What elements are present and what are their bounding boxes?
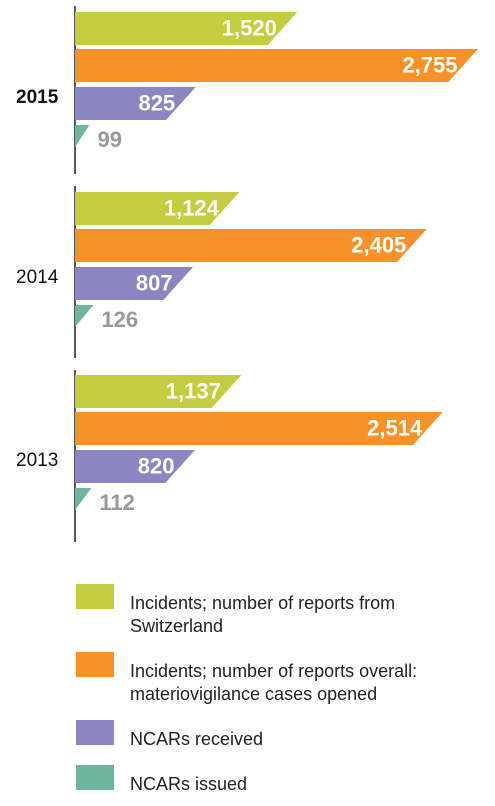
legend-swatch [76,720,114,745]
bar [75,375,242,408]
category-label: 2014 [16,267,59,288]
bar [75,267,194,300]
bar [75,305,94,327]
value-label: 2,405 [351,232,406,257]
value-label: 1,520 [222,15,277,40]
category-label: 2015 [16,87,59,108]
bar [75,229,427,262]
value-label: 2,514 [367,415,423,440]
legend-label: NCARs issued [130,774,248,794]
value-label: 112 [99,490,135,515]
legend-item: Incidents; number of reports overall: ma… [76,648,486,706]
category-label: 2013 [16,450,58,471]
chart: 2015 1,520 2,755 825 99 2014 1,124 2,405 807 126 2… [16,6,478,542]
legend-item: Incidents; number of reports from Switze… [76,580,486,638]
value-label: 825 [138,90,175,115]
legend-label: Incidents; number of reports overall: ma… [130,661,418,704]
value-label: 1,124 [164,195,220,220]
bar [75,87,196,120]
value-label: 1,137 [166,378,221,403]
legend-label: Incidents; number of reports from Switze… [130,593,396,636]
bar [75,12,298,45]
legend-label: NCARs received [130,729,264,749]
legend-swatch [76,584,114,609]
legend-swatch [76,652,114,677]
legend-item: NCARs issued [76,761,486,796]
bar [75,488,92,510]
bar [75,125,90,147]
value-label: 99 [97,127,121,152]
legend-item: NCARs received [76,716,486,751]
value-label: 820 [138,453,175,478]
bar [75,192,240,225]
legend-swatch [76,765,114,790]
bar [75,49,478,82]
bar [75,412,443,445]
legend: Incidents; number of reports from Switze… [76,580,486,806]
value-label: 2,755 [402,52,457,77]
value-label: 807 [136,270,173,295]
value-label: 126 [101,307,138,332]
bar [75,450,195,483]
